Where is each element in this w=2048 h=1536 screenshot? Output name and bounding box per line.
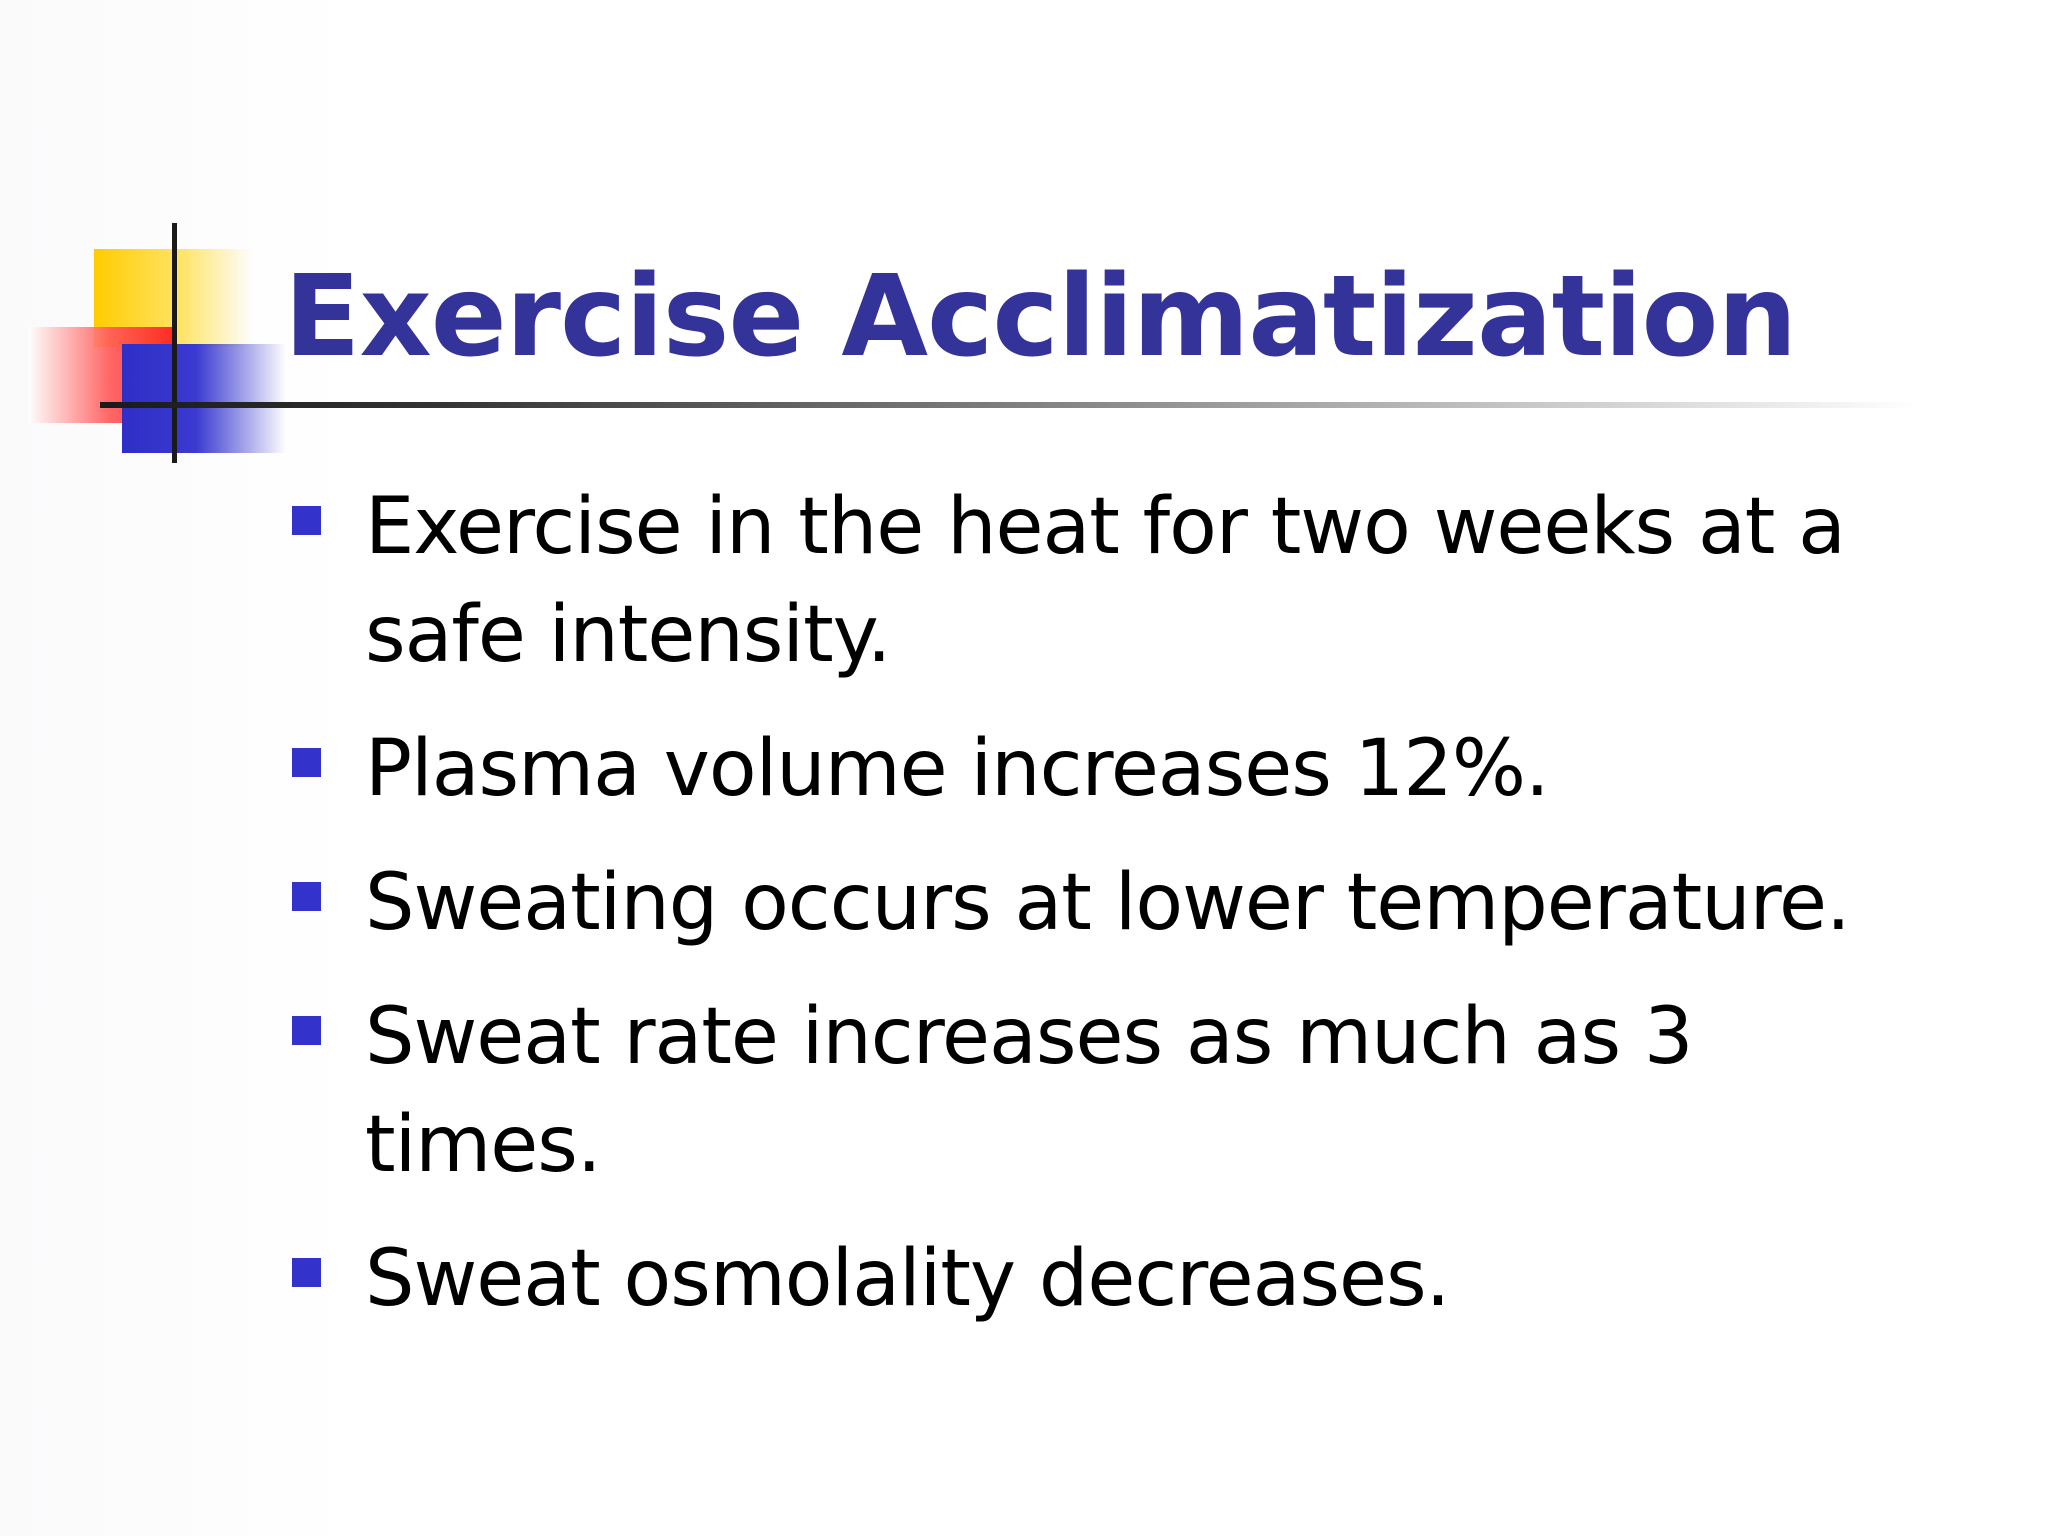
- square-bullet-icon: [292, 748, 321, 777]
- bullet-text: Exercise in the heat for two weeks at a …: [365, 482, 1846, 680]
- bullet-text: Sweat osmolality decreases.: [365, 1234, 1450, 1324]
- blue-square-decoration: [122, 344, 286, 453]
- bullet-text: Sweat rate increases as much as 3 times.: [365, 992, 1694, 1190]
- slide-title: Exercise Acclimatization: [284, 252, 1797, 382]
- square-bullet-icon: [292, 506, 321, 535]
- title-underline-rule: [100, 402, 1920, 408]
- square-bullet-icon: [292, 1258, 321, 1287]
- square-bullet-icon: [292, 1016, 321, 1045]
- square-bullet-icon: [292, 882, 321, 911]
- bullet-text: Sweating occurs at lower temperature.: [365, 858, 1851, 948]
- bullet-text: Plasma volume increases 12%.: [365, 724, 1550, 814]
- vertical-line-decoration: [172, 223, 177, 463]
